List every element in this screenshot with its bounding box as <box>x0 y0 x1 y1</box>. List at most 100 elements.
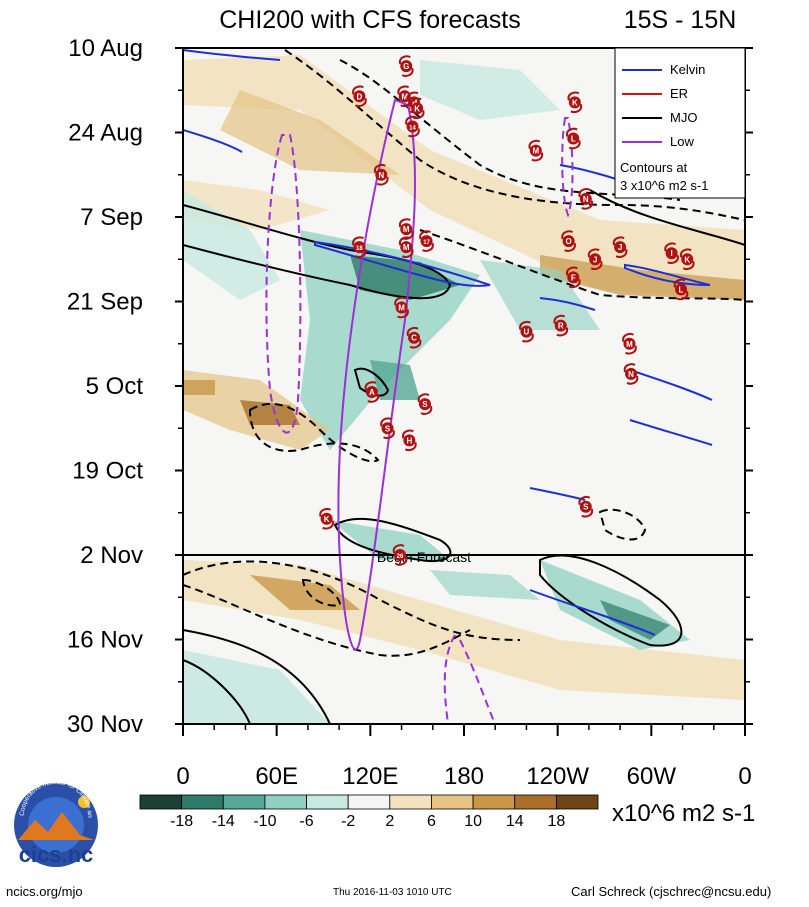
chart-title: CHI200 with CFS forecasts <box>219 6 521 34</box>
storm-label: S <box>583 503 589 512</box>
storm-symbol-icon <box>623 337 636 350</box>
storm-symbol-icon <box>562 235 575 248</box>
colorbar-label: 10 <box>464 813 482 830</box>
storm-arm <box>590 260 603 270</box>
kelvin-contour-8 <box>629 419 713 446</box>
storm-symbol-icon <box>625 367 638 380</box>
colorbar-label: 6 <box>427 813 436 830</box>
colorbar-label: -14 <box>212 813 235 830</box>
storm-label: G <box>403 62 409 71</box>
mjo-contour-wet-2 <box>589 189 745 246</box>
colorbar-swatch <box>472 794 516 810</box>
storm-symbol-icon <box>567 132 580 145</box>
colorbar-swatch <box>306 794 349 810</box>
storm-arm <box>625 345 637 355</box>
storm-marker: R <box>553 314 569 337</box>
storm-marker: F <box>565 266 581 289</box>
storm-marker: L <box>565 127 581 150</box>
storm-marker: A <box>364 381 380 403</box>
storm-marker: N <box>623 363 639 385</box>
storm-symbol-icon <box>353 90 366 103</box>
logo-mountains <box>18 812 94 840</box>
latitude-band: 15S - 15N <box>624 6 737 34</box>
storm-arm <box>398 55 411 65</box>
colorbar-swatch <box>555 794 599 810</box>
y-axis: 10 Aug 24 Aug 7 Sep 21 Sep 5 Oct 19 Oct 2 Nov 1… <box>67 35 753 738</box>
storm-arm <box>568 279 581 289</box>
storm-symbol-icon <box>395 301 408 314</box>
kelvin-contour-4 <box>539 297 596 311</box>
storm-label: N <box>628 370 634 379</box>
x-tick-label: 120E <box>342 763 398 790</box>
storm-arm <box>519 320 531 330</box>
legend-box <box>614 47 746 199</box>
storm-marker: G <box>398 55 414 77</box>
colorbar-label: 14 <box>506 813 524 830</box>
x-tick-label: 0 <box>176 763 189 790</box>
colorbar-label: -6 <box>299 813 313 830</box>
storm-marker: N <box>578 188 594 210</box>
x-tick-label: 180 <box>444 763 484 790</box>
storm-arm <box>401 67 414 77</box>
storm-label: M <box>401 92 408 101</box>
legend-label-mjo: MJO <box>670 110 697 125</box>
legend-note-line2: 3 x10^6 m2 s-1 <box>620 178 708 193</box>
storm-symbol-icon <box>403 434 416 447</box>
y-tick-label: 7 Sep <box>80 204 143 231</box>
storm-symbol-icon <box>529 144 542 157</box>
storm-arm <box>322 520 334 530</box>
mjo-contour-dry-4 <box>248 402 380 463</box>
storm-arm <box>420 405 433 415</box>
storm-label: M <box>403 243 410 252</box>
storm-marker: M <box>528 139 544 162</box>
storm-arm <box>679 248 692 258</box>
storm-label: L <box>679 285 684 294</box>
storm-marker: I <box>664 242 679 264</box>
storm-marker: C <box>406 326 422 349</box>
storm-marker: H <box>402 429 417 452</box>
storm-arm <box>383 429 395 439</box>
storm-arm <box>404 442 417 452</box>
colorbar-swatch <box>431 794 474 810</box>
storm-arm <box>673 278 686 288</box>
footer-timestamp: Thu 2016-11-03 1010 UTC <box>333 887 452 898</box>
logo-text: cics.nc <box>19 842 94 867</box>
y-tick-label: 19 Oct <box>72 458 143 485</box>
storm-arm <box>676 291 689 301</box>
storm-symbol-icon <box>568 96 581 109</box>
storm-symbol-icon <box>420 235 433 248</box>
storm-label: 17 <box>423 240 430 246</box>
storm-symbol-icon <box>554 319 567 332</box>
mjo-contour-wet-6 <box>183 629 331 724</box>
storm-symbol-icon <box>365 386 378 399</box>
colorbar: -18 -14 -10 -6 -2 2 6 10 14 18 <box>139 794 599 830</box>
mjo-contour-dry-7 <box>598 508 647 541</box>
storm-arm <box>406 91 419 101</box>
colorbar-swatch <box>347 794 391 810</box>
x-tick-label: 0 <box>738 763 751 790</box>
storm-arm <box>417 393 430 403</box>
storm-label: M <box>411 98 418 107</box>
mjo-contour-dry-5 <box>183 560 521 641</box>
storm-arm <box>581 508 594 518</box>
storm-arm <box>398 236 411 246</box>
storm-marker: K <box>409 97 425 120</box>
storm-arm <box>352 85 364 95</box>
y-tick-label: 5 Oct <box>86 373 144 400</box>
storm-symbol-icon <box>681 253 694 266</box>
colorbar-label: 2 <box>385 813 394 830</box>
mjo-contour-wet-1 <box>183 204 452 300</box>
storm-label: K <box>572 98 578 107</box>
kelvin-contour-2 <box>183 129 243 153</box>
storm-marker: 17 <box>419 230 434 252</box>
y-tick-label: 16 Nov <box>67 627 143 654</box>
storm-label: L <box>571 135 576 144</box>
storm-marker: 26 <box>392 544 408 566</box>
storm-symbol-icon <box>579 500 592 513</box>
storm-arm <box>568 140 581 150</box>
colorbar-units: x10^6 m2 s-1 <box>612 800 755 827</box>
storm-arm <box>419 230 431 240</box>
storm-arm <box>401 248 414 258</box>
storm-label: R <box>558 322 564 331</box>
